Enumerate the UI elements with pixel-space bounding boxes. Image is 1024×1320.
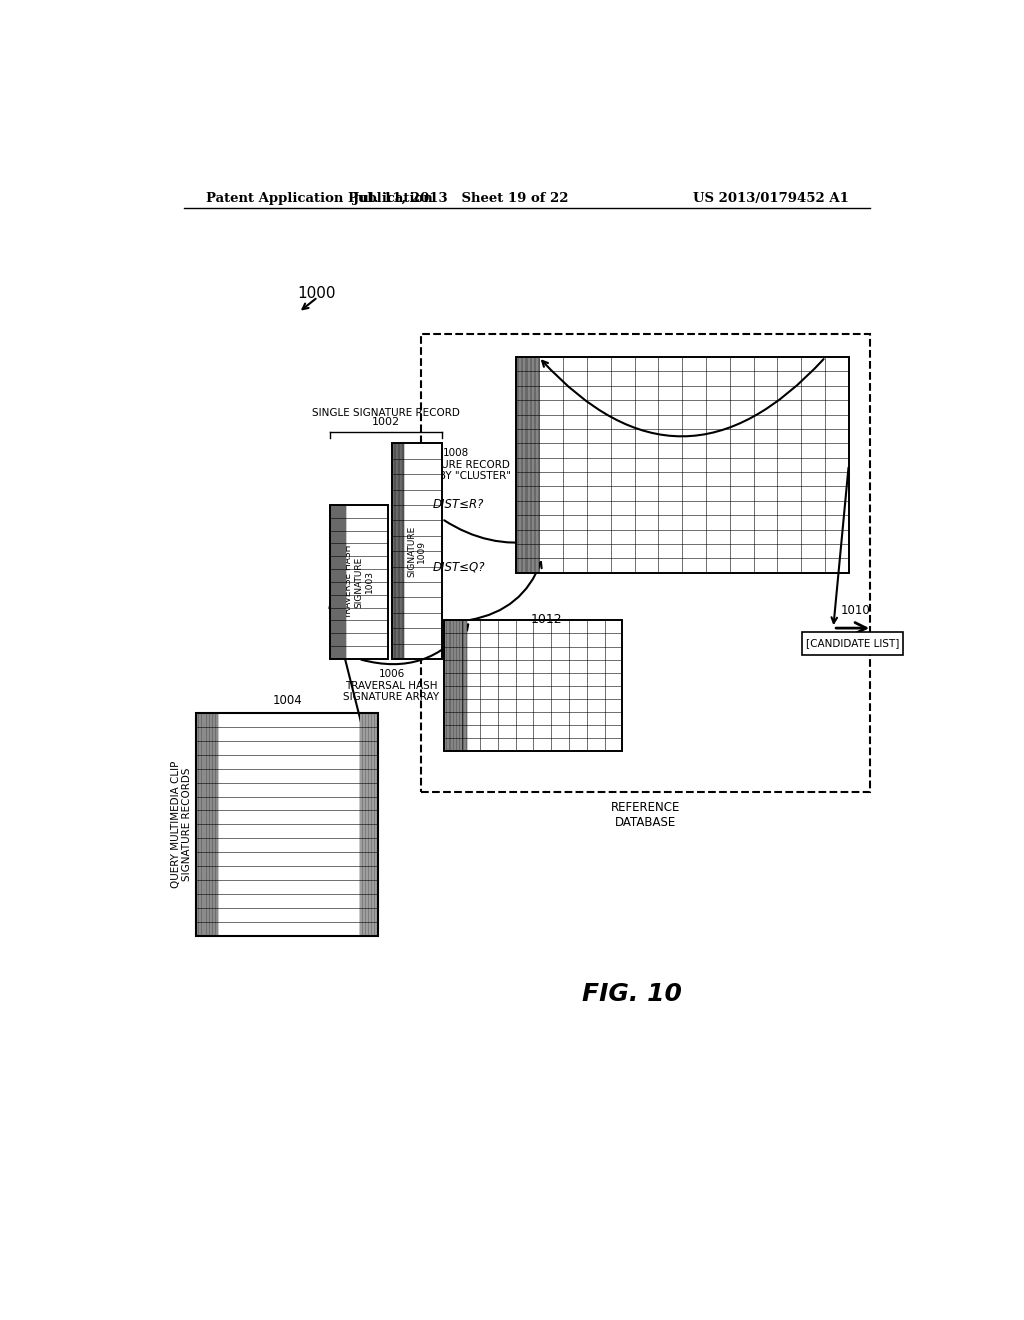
Text: 1006
TRAVERSAL HASH
SIGNATURE ARRAY: 1006 TRAVERSAL HASH SIGNATURE ARRAY <box>343 669 439 702</box>
Bar <box>197 713 378 936</box>
Text: 1008
SIGNATURE RECORD
ARRAY BY "CLUSTER": 1008 SIGNATURE RECORD ARRAY BY "CLUSTER" <box>401 449 511 482</box>
Bar <box>391 444 404 659</box>
Bar <box>330 506 388 659</box>
Bar <box>197 713 218 936</box>
Bar <box>515 358 849 573</box>
Text: US 2013/0179452 A1: US 2013/0179452 A1 <box>693 191 849 205</box>
Bar <box>421 334 870 792</box>
Bar <box>444 620 467 751</box>
Bar <box>391 444 442 659</box>
Text: Jul. 11, 2013   Sheet 19 of 22: Jul. 11, 2013 Sheet 19 of 22 <box>353 191 569 205</box>
Text: FIG. 10: FIG. 10 <box>582 982 682 1006</box>
Text: TRAVERSE HASH
SIGNATURE
1003: TRAVERSE HASH SIGNATURE 1003 <box>344 545 374 619</box>
Text: SIGNATURE
1009: SIGNATURE 1009 <box>407 525 426 577</box>
Bar <box>391 444 442 659</box>
Bar <box>330 506 346 659</box>
Text: DIST≤Q?: DIST≤Q? <box>432 560 485 573</box>
Bar <box>444 620 623 751</box>
Bar <box>802 632 903 655</box>
Text: 1010: 1010 <box>841 605 870 618</box>
Bar <box>330 506 388 659</box>
Bar <box>360 713 378 936</box>
Text: 1012: 1012 <box>531 612 562 626</box>
Text: 1004: 1004 <box>272 693 302 706</box>
Text: REFERENCE
DATABASE: REFERENCE DATABASE <box>611 801 680 829</box>
Bar <box>515 358 539 573</box>
Bar <box>444 620 623 751</box>
Text: SINGLE SIGNATURE RECORD: SINGLE SIGNATURE RECORD <box>311 408 460 418</box>
Bar <box>197 713 378 936</box>
Text: 1002: 1002 <box>372 417 399 428</box>
Text: DIST≤R?: DIST≤R? <box>432 499 484 511</box>
Text: QUERY MULTIMEDIA CLIP
SIGNATURE RECORDS: QUERY MULTIMEDIA CLIP SIGNATURE RECORDS <box>171 760 193 888</box>
Text: Patent Application Publication: Patent Application Publication <box>206 191 432 205</box>
Bar <box>515 358 849 573</box>
Text: [CANDIDATE LIST]: [CANDIDATE LIST] <box>806 639 899 648</box>
Text: 1000: 1000 <box>297 285 336 301</box>
